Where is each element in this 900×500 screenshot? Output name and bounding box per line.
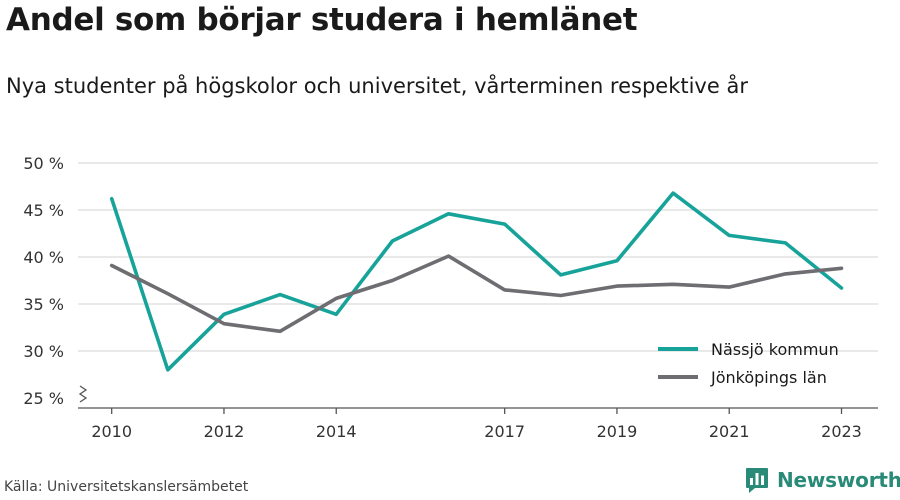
series-line-0 — [109, 191, 844, 372]
y-tick-label: 40 % — [23, 248, 64, 267]
newsworthy-logo-icon — [746, 468, 768, 493]
chart-title: Andel som börjar studera i hemlänet — [6, 2, 638, 38]
legend-label: Jönköpings län — [710, 368, 827, 387]
source-note: Källa: Universitetskanslersämbetet — [4, 479, 249, 495]
x-tick-label: 2014 — [316, 422, 357, 441]
y-tick-label: 50 % — [23, 154, 64, 173]
x-tick-label: 2023 — [821, 422, 862, 441]
y-tick-label: 30 % — [23, 342, 64, 361]
x-tick-label: 2019 — [597, 422, 638, 441]
y-tick-label: 25 % — [23, 389, 64, 408]
x-tick-label: 2012 — [204, 422, 245, 441]
y-tick-label: 35 % — [23, 295, 64, 314]
brand-name: Newsworthy — [777, 468, 900, 492]
y-tick-label: 45 % — [23, 201, 64, 220]
series-line-1 — [109, 254, 844, 334]
x-tick-label: 2021 — [709, 422, 750, 441]
chart-subtitle: Nya studenter på högskolor och universit… — [6, 74, 748, 98]
axis-break-icon — [78, 385, 88, 403]
brand-logo[interactable]: Newsworthy — [745, 466, 900, 494]
x-tick-label: 2017 — [484, 422, 525, 441]
x-tick-label: 2010 — [91, 422, 132, 441]
legend-label: Nässjö kommun — [711, 340, 839, 359]
